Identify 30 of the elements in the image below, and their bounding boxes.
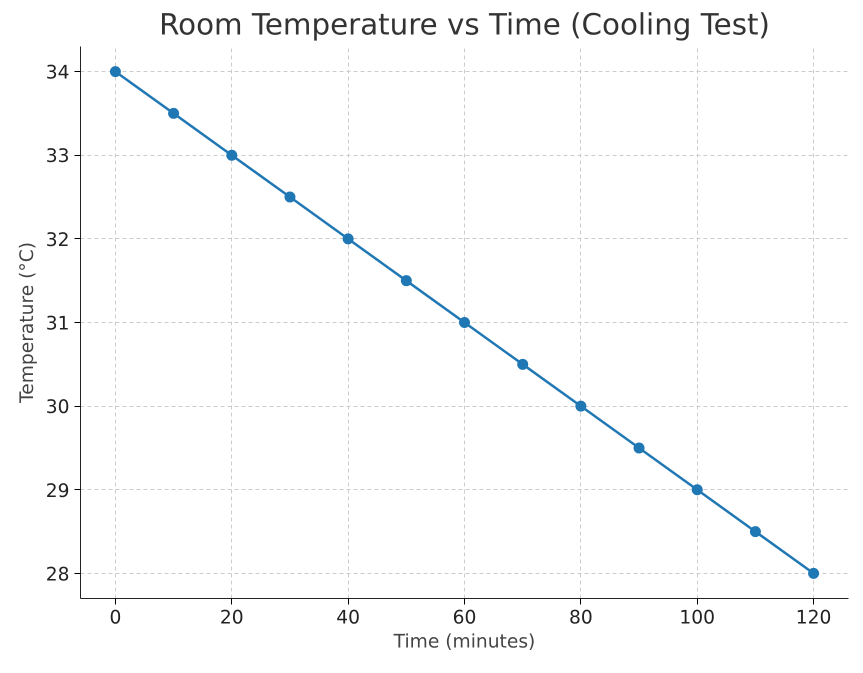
x-axis-title: Time (minutes) bbox=[392, 632, 536, 652]
chart-title: Room Temperature vs Time (Cooling Test) bbox=[159, 8, 770, 42]
x-tick-label: 60 bbox=[452, 608, 476, 628]
point bbox=[808, 568, 820, 579]
x-tick-label: 0 bbox=[109, 608, 122, 628]
x-tick-label: 120 bbox=[796, 608, 832, 628]
x-tick-label: 100 bbox=[679, 608, 716, 628]
point bbox=[168, 108, 180, 119]
y-tick-label: 28 bbox=[46, 564, 70, 586]
y-tick-label: 33 bbox=[46, 146, 70, 168]
x-tick-label: 40 bbox=[336, 608, 360, 628]
y-tick-label: 34 bbox=[46, 62, 70, 84]
y-tick-label: 32 bbox=[46, 230, 70, 251]
point bbox=[342, 233, 354, 244]
point bbox=[459, 317, 470, 328]
point bbox=[226, 150, 238, 161]
point bbox=[110, 66, 121, 78]
point bbox=[400, 275, 412, 286]
point bbox=[284, 192, 296, 203]
y-tick-label: 29 bbox=[46, 480, 70, 502]
y-tick-label: 30 bbox=[46, 397, 70, 418]
point bbox=[517, 358, 528, 370]
point bbox=[750, 526, 761, 538]
point bbox=[634, 442, 645, 454]
point bbox=[575, 400, 586, 412]
x-tick-label: 20 bbox=[220, 608, 244, 628]
point bbox=[692, 484, 703, 496]
y-tick-label: 31 bbox=[46, 314, 70, 334]
x-tick-label: 80 bbox=[568, 608, 593, 628]
y-axis-title: Temperature (°C) bbox=[16, 242, 38, 404]
